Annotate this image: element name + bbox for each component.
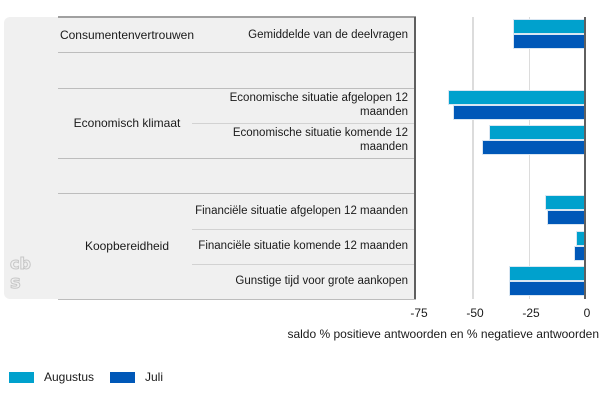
row-label: Gemiddelde van de deelvragen xyxy=(196,17,408,52)
bar-augustus xyxy=(448,89,585,105)
group-label-economisch-klimaat: Economisch klimaat xyxy=(73,115,181,130)
gridline-minus-50 xyxy=(472,17,474,299)
legend-label-juli: Juli xyxy=(145,370,164,384)
row-separator xyxy=(192,122,416,124)
row-label-line: maanden xyxy=(360,106,408,118)
row-separator xyxy=(192,263,416,265)
legend-item-augustus[interactable]: Augustus xyxy=(9,370,94,384)
row-label-line: Financiële situatie komende 12 maanden xyxy=(198,240,408,252)
zero-axis-line xyxy=(583,17,586,299)
bar-row xyxy=(417,123,585,158)
cbs-logo-cb: cb xyxy=(10,254,31,273)
bar-row xyxy=(417,17,585,52)
legend-item-juli[interactable]: Juli xyxy=(110,370,163,384)
group-separator xyxy=(58,193,416,195)
row-label-line: Economische situatie afgelopen 12 xyxy=(229,92,408,104)
bar-juli xyxy=(546,210,585,226)
row-label-line: Financiële situatie afgelopen 12 maanden xyxy=(195,204,408,217)
x-tick-minus-75: -75 xyxy=(410,306,428,320)
row-label-line: maanden xyxy=(360,141,408,154)
top-border-line xyxy=(58,15,416,18)
row-label: Financiële situatie komende 12 maanden xyxy=(196,229,408,264)
row-label-line: Gunstige tijd voor grote aankopen xyxy=(235,275,408,288)
category-axis-line xyxy=(414,17,416,299)
x-tick-minus-50: -50 xyxy=(466,306,484,320)
row-label: Financiële situatie afgelopen 12 maanden xyxy=(195,193,408,228)
bar-augustus xyxy=(544,195,585,211)
legend-label-augustus: Augustus xyxy=(44,370,95,384)
x-tick-zero: 0 xyxy=(583,306,591,320)
bar-row xyxy=(417,88,585,123)
bar-juli xyxy=(481,139,585,155)
group-separator xyxy=(58,158,416,159)
legend-swatch-augustus xyxy=(9,371,34,383)
row-label-line: Economische situatie komende 12 xyxy=(232,127,408,140)
bar-row xyxy=(417,229,585,264)
bar-row xyxy=(417,264,585,299)
bar-juli xyxy=(513,34,585,49)
x-tick-minus-25: -25 xyxy=(522,306,540,320)
group-label-consumentenvertrouwen: Consumentenvertrouwen xyxy=(59,27,195,42)
row-label: Economische situatie afgelopen 12 maande… xyxy=(196,88,408,123)
group-label-koopbereidheid: Koopbereidheid xyxy=(84,238,170,253)
bar-augustus xyxy=(508,265,585,281)
cbs-logo: cb s xyxy=(10,254,32,294)
x-axis-title: saldo % positieve antwoorden en % negati… xyxy=(287,327,599,341)
group-separator xyxy=(58,87,416,89)
row-separator xyxy=(192,228,416,230)
bar-augustus xyxy=(513,19,585,34)
bar-juli xyxy=(508,280,585,296)
legend-swatch-juli xyxy=(110,371,135,383)
row-label: Economische situatie komende 12 maanden xyxy=(196,123,408,158)
cbs-logo-s: s xyxy=(10,272,21,293)
panel-bottom-line xyxy=(58,298,416,300)
row-label-line: Gemiddelde van de deelvragen xyxy=(248,28,408,41)
bar-augustus xyxy=(488,124,585,140)
bar-juli xyxy=(452,104,585,120)
group-separator xyxy=(58,52,416,53)
bar-row xyxy=(417,193,585,228)
gridline-minus-25 xyxy=(528,17,530,299)
row-label: Gunstige tijd voor grote aankopen xyxy=(196,264,408,299)
